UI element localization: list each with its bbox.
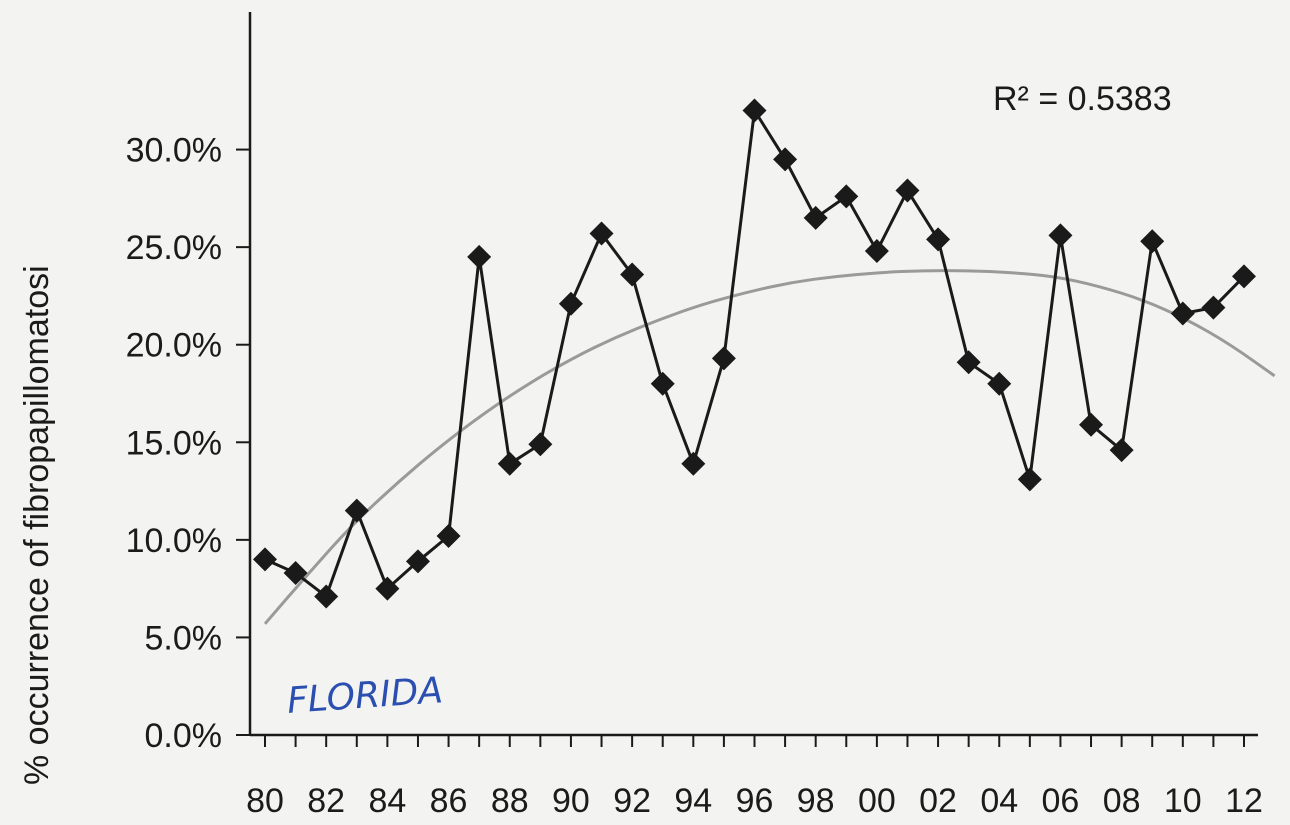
data-point bbox=[497, 451, 522, 476]
x-tick-label: 80 bbox=[246, 782, 284, 820]
data-point bbox=[1170, 301, 1195, 326]
handwritten-florida-note: FLORIDA bbox=[286, 670, 444, 722]
data-point bbox=[620, 262, 645, 287]
data-point bbox=[528, 432, 553, 457]
data-point bbox=[895, 178, 920, 203]
y-tick-label: 0.0% bbox=[145, 717, 223, 755]
data-point bbox=[589, 221, 614, 246]
x-tick-label: 06 bbox=[1042, 782, 1080, 820]
data-point bbox=[742, 98, 767, 123]
series-line bbox=[264, 106, 1246, 599]
x-tick-label: 94 bbox=[674, 782, 712, 820]
r-squared-annotation: R² = 0.5383 bbox=[993, 80, 1172, 118]
x-tick-label: 86 bbox=[430, 782, 468, 820]
data-point bbox=[803, 205, 828, 230]
data-point bbox=[1017, 467, 1042, 492]
y-tick-label: 15.0% bbox=[126, 424, 222, 462]
data-point bbox=[1079, 412, 1104, 437]
data-point bbox=[1048, 223, 1073, 248]
x-tick-label: 08 bbox=[1103, 782, 1141, 820]
data-point bbox=[283, 561, 308, 586]
data-point bbox=[650, 371, 675, 396]
data-point bbox=[314, 584, 339, 609]
y-tick-label: 30.0% bbox=[126, 132, 222, 170]
x-tick-label: 96 bbox=[736, 782, 774, 820]
x-tick-label: 04 bbox=[980, 782, 1018, 820]
data-point bbox=[987, 371, 1012, 396]
data-point bbox=[405, 549, 430, 574]
trendline bbox=[263, 269, 1276, 625]
x-tick-label: 84 bbox=[368, 782, 406, 820]
data-point bbox=[711, 346, 736, 371]
data-point bbox=[558, 291, 583, 316]
data-point bbox=[1109, 438, 1134, 463]
data-point bbox=[436, 523, 461, 548]
x-tick-label: 12 bbox=[1225, 782, 1263, 820]
y-axis-ticks: 0.0% 5.0% 10.0% 15.0% 20.0% 25.0% 30.0% bbox=[126, 132, 250, 755]
data-points bbox=[253, 98, 1256, 609]
data-point bbox=[864, 239, 889, 264]
y-tick-label: 10.0% bbox=[126, 522, 222, 560]
data-point bbox=[956, 350, 981, 375]
data-point bbox=[681, 451, 706, 476]
data-point bbox=[1140, 229, 1165, 254]
data-point bbox=[344, 498, 369, 523]
data-point bbox=[375, 576, 400, 601]
x-tick-label: 00 bbox=[858, 782, 896, 820]
x-tick-label: 88 bbox=[491, 782, 529, 820]
x-tick-label: 10 bbox=[1164, 782, 1202, 820]
y-tick-label: 20.0% bbox=[126, 327, 222, 365]
x-tick-label: 90 bbox=[552, 782, 590, 820]
x-axis-ticks: 80 82 84 86 88 90 92 94 96 98 00 02 04 06 08 10 12 bbox=[246, 735, 1263, 820]
x-tick-label: 92 bbox=[613, 782, 651, 820]
data-point bbox=[773, 147, 798, 172]
x-tick-label: 82 bbox=[307, 782, 345, 820]
data-point bbox=[1232, 264, 1256, 289]
x-tick-label: 02 bbox=[919, 782, 957, 820]
data-point bbox=[253, 547, 277, 572]
y-tick-label: 5.0% bbox=[145, 619, 223, 657]
y-tick-label: 25.0% bbox=[126, 229, 222, 267]
x-tick-label: 98 bbox=[797, 782, 835, 820]
y-axis-label: % occurrence of fibropapillomatosi bbox=[18, 265, 56, 785]
data-point bbox=[467, 244, 492, 269]
data-point bbox=[834, 184, 859, 209]
data-point bbox=[1201, 295, 1226, 320]
data-point bbox=[926, 227, 951, 252]
